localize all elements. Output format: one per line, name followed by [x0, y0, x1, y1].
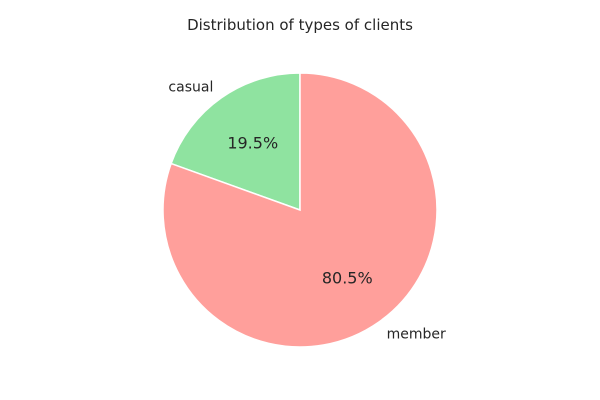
slice-percentage-member: 80.5%: [322, 268, 373, 287]
slice-percentage-casual: 19.5%: [227, 134, 278, 153]
slice-label-member: member: [387, 326, 446, 342]
pie-slice-casual: [170, 72, 301, 212]
pie-slices: [162, 72, 438, 348]
pie-slice-member: [162, 72, 438, 348]
chart-title: Distribution of types of clients: [187, 16, 413, 34]
pie-labels: casual 19.5% member 80.5%: [168, 80, 446, 343]
slice-label-casual: casual: [168, 80, 213, 96]
